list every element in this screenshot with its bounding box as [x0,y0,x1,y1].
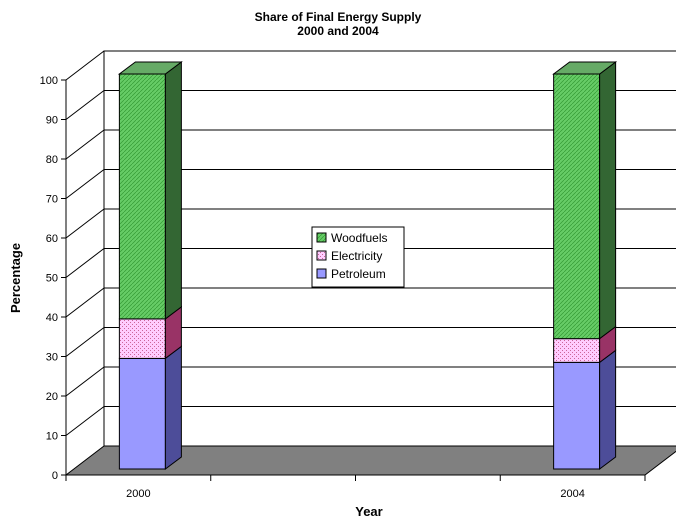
legend-label-woodfuels: Woodfuels [331,231,387,245]
chart-subtitle: 2000 and 2004 [297,24,379,38]
bar-woodfuels-2004 [553,73,601,340]
bar-side-petroleum-2004 [599,349,617,470]
bar-electricity-2000 [118,318,166,359]
y-tick-label: 30 [46,352,58,364]
bars [117,61,618,470]
bar-electricity-2004 [553,338,601,363]
bar-top-2000 [117,61,183,75]
legend-swatch-petroleum [316,268,327,279]
x-tick-label: 2000 [126,488,150,500]
gridline-diagonal [65,406,105,436]
x-axis: 2000 2004 Year [65,474,646,519]
gridline-diagonal [65,169,105,199]
gridline-diagonal [65,248,105,278]
x-axis-title: Year [355,504,382,519]
bar-woodfuels-2000 [118,73,166,320]
bar-top-2004 [552,61,618,75]
y-tick-label: 100 [40,75,58,87]
legend: Woodfuels Electricity Petroleum [311,226,405,288]
y-tick-label: 70 [46,194,58,206]
bar-side-woodfuels-2004 [599,61,617,340]
gridline-diagonal [65,129,105,160]
gridline-diagonal [65,50,105,81]
bar-side-petroleum-2000 [164,345,182,470]
y-tick-label: 90 [46,115,58,127]
bar-side-woodfuels-2000 [164,61,182,320]
y-axis-title: Percentage [8,243,23,313]
legend-label-petroleum: Petroleum [331,267,386,281]
legend-label-electricity: Electricity [331,249,382,263]
y-tick-label: 40 [46,312,58,324]
gridline-diagonal [65,208,105,239]
y-axis: 0 10 20 30 40 50 60 70 80 90 100 Percentage [8,75,67,482]
gridline-diagonal [65,287,105,318]
bar-petroleum-2000 [118,357,166,470]
chart-title: Share of Final Energy Supply [254,10,422,24]
y-tick-label: 20 [46,391,58,403]
bar-petroleum-2004 [553,361,601,470]
y-tick-label: 80 [46,154,58,166]
legend-swatch-woodfuels [316,232,327,243]
legend-swatch-electricity [316,250,327,261]
y-tick-label: 50 [46,273,58,285]
gridline-diagonal [65,366,105,397]
x-tick-label: 2004 [560,488,584,500]
y-tick-label: 60 [46,233,58,245]
gridline-diagonal [65,90,105,120]
gridline-diagonal [65,327,105,357]
y-tick-label: 0 [52,470,58,482]
legend-box [311,226,405,288]
y-tick-label: 10 [46,431,58,443]
